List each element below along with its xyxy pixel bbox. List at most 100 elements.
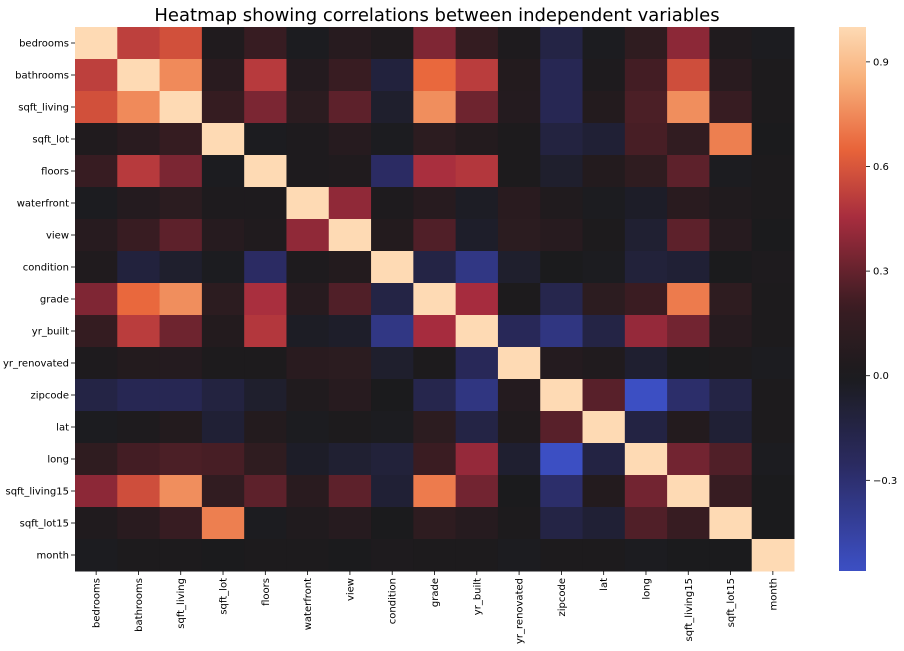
heatmap-cell-sqft_lot15-zipcode	[540, 507, 584, 540]
heatmap-cell-sqft_lot15-view	[328, 507, 372, 540]
heatmap-cell-lat-sqft_lot	[201, 411, 245, 444]
y-axis-tick-labels: bedrooms bathrooms sqft_living sqft_lotfloo…	[3, 39, 75, 562]
heatmap-cell-floors-zipcode	[540, 155, 584, 188]
heatmap-cell-sqft_living-sqft_living15	[667, 91, 710, 124]
heatmap-cell-floors-floors	[244, 155, 287, 188]
heatmap-cell-sqft_lot-sqft_lot	[201, 123, 245, 156]
heatmap-cell-bedrooms-yr_renovated	[497, 27, 541, 60]
heatmap-cell-sqft_lot-sqft_living15	[667, 123, 710, 156]
heatmap-cell-zipcode-bathrooms	[117, 379, 161, 412]
heatmap-cell-zipcode-zipcode	[540, 379, 584, 412]
heatmap-cell-bathrooms-lat	[582, 59, 626, 92]
heatmap-cell-sqft_living15-yr_built	[455, 475, 499, 508]
heatmap-cell-sqft_lot15-long	[624, 507, 668, 540]
x-tick-label-waterfront: waterfront	[303, 578, 314, 630]
heatmap-cell-yr_built-grade	[413, 315, 457, 348]
heatmap-cell-view-bedrooms	[75, 219, 118, 252]
y-tick-label-long: long	[47, 455, 69, 466]
heatmap-cell-grade-condition	[371, 283, 414, 316]
x-tick-label-lat: lat	[599, 578, 610, 591]
x-tick-label-sqft_living15: sqft_living15	[684, 578, 695, 642]
heatmap-cell-month-view	[328, 539, 372, 572]
heatmap-cell-month-long	[624, 539, 668, 572]
heatmap-cell-bedrooms-zipcode	[540, 27, 584, 60]
heatmap-cell-sqft_lot-yr_built	[455, 123, 499, 156]
heatmap-cell-bathrooms-bathrooms	[117, 59, 161, 92]
heatmap-cell-condition-sqft_living	[159, 251, 203, 284]
heatmap-cell-grade-yr_built	[455, 283, 499, 316]
heatmap-cell-bathrooms-zipcode	[540, 59, 584, 92]
heatmap-cell-sqft_lot15-lat	[582, 507, 626, 540]
heatmap-cell-sqft_lot15-condition	[371, 507, 414, 540]
y-tick-label-yr_renovated: yr_renovated	[3, 359, 69, 370]
heatmap-cell-yr_renovated-sqft_living	[159, 347, 203, 380]
heatmap-cell-month-waterfront	[286, 539, 330, 572]
x-tick-label-zipcode: zipcode	[557, 578, 568, 617]
heatmap-cell-sqft_lot-view	[328, 123, 372, 156]
y-tick-label-view: view	[46, 231, 69, 242]
heatmap-cell-long-yr_built	[455, 443, 499, 476]
heatmap-cell-waterfront-waterfront	[286, 187, 330, 220]
heatmap-cell-sqft_living-bedrooms	[75, 91, 118, 124]
heatmap-cell-bathrooms-grade	[413, 59, 457, 92]
heatmap-cell-view-bathrooms	[117, 219, 161, 252]
x-tick-label-condition: condition	[388, 578, 399, 624]
heatmap-cell-condition-lat	[582, 251, 626, 284]
heatmap-cell-long-long	[624, 443, 668, 476]
heatmap-cell-long-sqft_living	[159, 443, 203, 476]
heatmap-cell-yr_renovated-view	[328, 347, 372, 380]
heatmap-cell-bedrooms-floors	[244, 27, 287, 60]
heatmap-cell-sqft_lot-yr_renovated	[497, 123, 541, 156]
y-tick-label-month: month	[37, 551, 69, 562]
heatmap-cell-yr_renovated-zipcode	[540, 347, 584, 380]
heatmap-cell-condition-bathrooms	[117, 251, 161, 284]
colorbar-tick-label: 0.0	[873, 371, 889, 382]
heatmap-cell-long-condition	[371, 443, 414, 476]
heatmap-cell-grade-sqft_lot	[201, 283, 245, 316]
colorbar: −0.3 0.0 0.3 0.6 0.9	[839, 27, 897, 571]
colorbar-tick-label: 0.9	[873, 57, 889, 68]
heatmap-cell-zipcode-condition	[371, 379, 414, 412]
heatmap-cell-lat-sqft_lot15	[709, 411, 753, 444]
heatmap-cell-view-yr_renovated	[497, 219, 541, 252]
heatmap-cell-zipcode-lat	[582, 379, 626, 412]
x-tick-label-bedrooms: bedrooms	[92, 578, 103, 628]
heatmap-cell-bedrooms-sqft_living15	[667, 27, 710, 60]
heatmap-cell-sqft_living-long	[624, 91, 668, 124]
heatmap-cell-yr_built-month	[751, 315, 795, 348]
heatmap-cell-sqft_lot15-waterfront	[286, 507, 330, 540]
y-tick-label-yr_built: yr_built	[32, 327, 69, 338]
y-tick-label-grade: grade	[40, 295, 69, 306]
heatmap-cell-sqft_lot15-sqft_lot15	[709, 507, 753, 540]
heatmap-cell-sqft_lot15-sqft_living	[159, 507, 203, 540]
x-tick-label-sqft_lot15: sqft_lot15	[726, 578, 737, 627]
heatmap-cell-sqft_lot15-bathrooms	[117, 507, 161, 540]
heatmap-cell-sqft_lot-month	[751, 123, 795, 156]
heatmap-cell-view-sqft_living	[159, 219, 203, 252]
heatmap-cell-view-zipcode	[540, 219, 584, 252]
heatmap-cell-waterfront-floors	[244, 187, 287, 220]
heatmap-cell-sqft_living-bathrooms	[117, 91, 161, 124]
heatmap-cell-yr_built-sqft_lot	[201, 315, 245, 348]
heatmap-cell-waterfront-long	[624, 187, 668, 220]
heatmap-cell-floors-waterfront	[286, 155, 330, 188]
heatmap-cell-yr_renovated-yr_renovated	[497, 347, 541, 380]
heatmap-cell-condition-yr_built	[455, 251, 499, 284]
heatmap-cell-grade-lat	[582, 283, 626, 316]
heatmap-cell-sqft_lot15-yr_built	[455, 507, 499, 540]
heatmap-cell-lat-lat	[582, 411, 626, 444]
heatmap-cell-floors-yr_renovated	[497, 155, 541, 188]
heatmap-cell-bedrooms-condition	[371, 27, 414, 60]
y-tick-label-sqft_living: sqft_living	[18, 103, 69, 114]
x-tick-label-yr_built: yr_built	[472, 578, 483, 615]
heatmap-cell-long-view	[328, 443, 372, 476]
heatmap-cell-zipcode-yr_renovated	[497, 379, 541, 412]
heatmap-cell-yr_built-sqft_living	[159, 315, 203, 348]
heatmap-cell-zipcode-month	[751, 379, 795, 412]
x-tick-label-bathrooms: bathrooms	[134, 578, 145, 632]
heatmap-cell-sqft_living15-sqft_living15	[667, 475, 710, 508]
heatmap-cell-floors-grade	[413, 155, 457, 188]
heatmap-cell-waterfront-sqft_living	[159, 187, 203, 220]
heatmap-cell-waterfront-sqft_living15	[667, 187, 710, 220]
x-tick-label-floors: floors	[261, 578, 272, 606]
